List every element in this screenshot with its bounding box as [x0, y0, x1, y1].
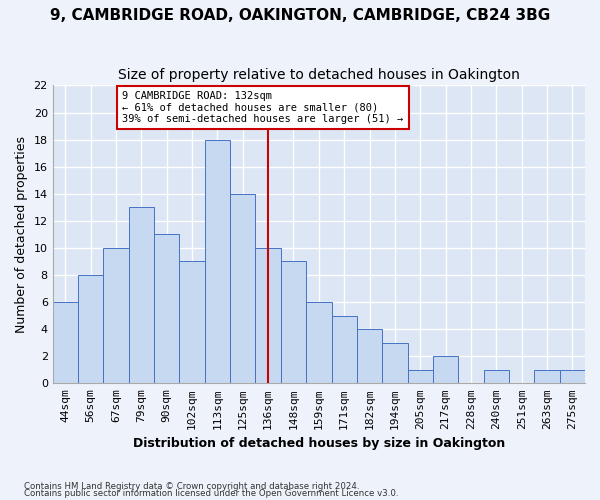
Text: 9, CAMBRIDGE ROAD, OAKINGTON, CAMBRIDGE, CB24 3BG: 9, CAMBRIDGE ROAD, OAKINGTON, CAMBRIDGE,…: [50, 8, 550, 22]
Title: Size of property relative to detached houses in Oakington: Size of property relative to detached ho…: [118, 68, 520, 82]
Bar: [281, 262, 306, 384]
Bar: [103, 248, 129, 384]
Bar: [154, 234, 179, 384]
Bar: [129, 208, 154, 384]
X-axis label: Distribution of detached houses by size in Oakington: Distribution of detached houses by size …: [133, 437, 505, 450]
Bar: [407, 370, 433, 384]
Bar: [560, 370, 585, 384]
Text: Contains HM Land Registry data © Crown copyright and database right 2024.: Contains HM Land Registry data © Crown c…: [24, 482, 359, 491]
Bar: [535, 370, 560, 384]
Text: Contains public sector information licensed under the Open Government Licence v3: Contains public sector information licen…: [24, 489, 398, 498]
Bar: [306, 302, 332, 384]
Bar: [179, 262, 205, 384]
Bar: [78, 275, 103, 384]
Bar: [382, 342, 407, 384]
Bar: [357, 329, 382, 384]
Text: 9 CAMBRIDGE ROAD: 132sqm
← 61% of detached houses are smaller (80)
39% of semi-d: 9 CAMBRIDGE ROAD: 132sqm ← 61% of detach…: [122, 91, 404, 124]
Y-axis label: Number of detached properties: Number of detached properties: [15, 136, 28, 333]
Bar: [205, 140, 230, 384]
Bar: [230, 194, 256, 384]
Bar: [256, 248, 281, 384]
Bar: [484, 370, 509, 384]
Bar: [53, 302, 78, 384]
Bar: [433, 356, 458, 384]
Bar: [332, 316, 357, 384]
